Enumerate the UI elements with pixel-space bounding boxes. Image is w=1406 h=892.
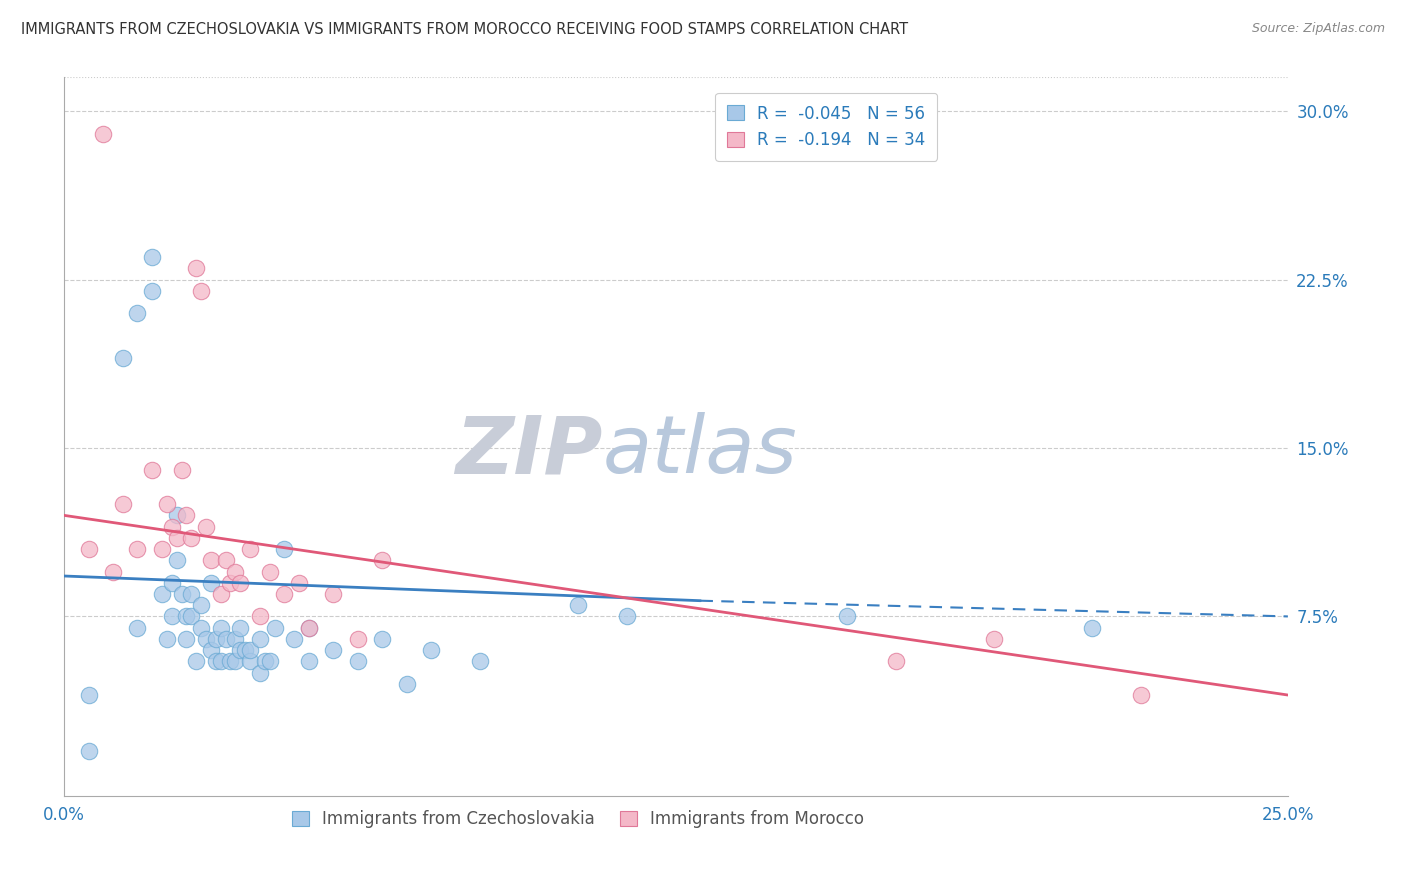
Point	[160, 609, 183, 624]
Point	[224, 632, 246, 646]
Point	[160, 519, 183, 533]
Point	[283, 632, 305, 646]
Point	[273, 587, 295, 601]
Point	[77, 542, 100, 557]
Point	[200, 553, 222, 567]
Text: IMMIGRANTS FROM CZECHOSLOVAKIA VS IMMIGRANTS FROM MOROCCO RECEIVING FOOD STAMPS : IMMIGRANTS FROM CZECHOSLOVAKIA VS IMMIGR…	[21, 22, 908, 37]
Point	[150, 587, 173, 601]
Point	[170, 463, 193, 477]
Point	[322, 587, 344, 601]
Point	[180, 587, 202, 601]
Point	[176, 609, 198, 624]
Point	[190, 598, 212, 612]
Point	[166, 531, 188, 545]
Point	[239, 542, 262, 557]
Legend: Immigrants from Czechoslovakia, Immigrants from Morocco: Immigrants from Czechoslovakia, Immigran…	[285, 803, 870, 835]
Point	[180, 609, 202, 624]
Point	[190, 621, 212, 635]
Point	[200, 575, 222, 590]
Point	[288, 575, 311, 590]
Point	[224, 565, 246, 579]
Point	[204, 632, 226, 646]
Point	[141, 463, 163, 477]
Point	[77, 744, 100, 758]
Point	[273, 542, 295, 557]
Point	[371, 553, 394, 567]
Point	[127, 306, 149, 320]
Point	[166, 508, 188, 523]
Point	[983, 632, 1005, 646]
Point	[160, 575, 183, 590]
Point	[259, 654, 281, 668]
Point	[91, 127, 114, 141]
Point	[837, 609, 859, 624]
Point	[190, 284, 212, 298]
Point	[233, 643, 256, 657]
Point	[195, 632, 218, 646]
Point	[209, 621, 232, 635]
Point	[239, 643, 262, 657]
Point	[253, 654, 276, 668]
Point	[186, 654, 208, 668]
Point	[166, 553, 188, 567]
Point	[214, 553, 236, 567]
Point	[180, 531, 202, 545]
Point	[249, 632, 271, 646]
Point	[176, 508, 198, 523]
Point	[170, 587, 193, 601]
Point	[200, 643, 222, 657]
Point	[298, 621, 321, 635]
Point	[298, 621, 321, 635]
Text: ZIP: ZIP	[456, 412, 603, 490]
Point	[1130, 688, 1153, 702]
Point	[111, 497, 134, 511]
Point	[111, 351, 134, 366]
Point	[1081, 621, 1104, 635]
Point	[616, 609, 638, 624]
Point	[239, 654, 262, 668]
Point	[567, 598, 589, 612]
Point	[420, 643, 443, 657]
Point	[259, 565, 281, 579]
Point	[186, 261, 208, 276]
Text: Source: ZipAtlas.com: Source: ZipAtlas.com	[1251, 22, 1385, 36]
Point	[156, 632, 179, 646]
Text: atlas: atlas	[603, 412, 797, 490]
Point	[195, 519, 218, 533]
Point	[209, 654, 232, 668]
Point	[77, 688, 100, 702]
Point	[219, 575, 242, 590]
Point	[127, 621, 149, 635]
Point	[298, 654, 321, 668]
Point	[141, 250, 163, 264]
Point	[219, 654, 242, 668]
Point	[214, 632, 236, 646]
Point	[229, 575, 252, 590]
Point	[156, 497, 179, 511]
Point	[176, 632, 198, 646]
Point	[249, 665, 271, 680]
Point	[470, 654, 492, 668]
Point	[249, 609, 271, 624]
Point	[346, 654, 368, 668]
Point	[371, 632, 394, 646]
Point	[263, 621, 285, 635]
Point	[322, 643, 344, 657]
Point	[224, 654, 246, 668]
Point	[101, 565, 124, 579]
Point	[346, 632, 368, 646]
Point	[395, 677, 418, 691]
Point	[204, 654, 226, 668]
Point	[141, 284, 163, 298]
Point	[229, 643, 252, 657]
Point	[150, 542, 173, 557]
Point	[229, 621, 252, 635]
Point	[127, 542, 149, 557]
Point	[209, 587, 232, 601]
Point	[884, 654, 907, 668]
